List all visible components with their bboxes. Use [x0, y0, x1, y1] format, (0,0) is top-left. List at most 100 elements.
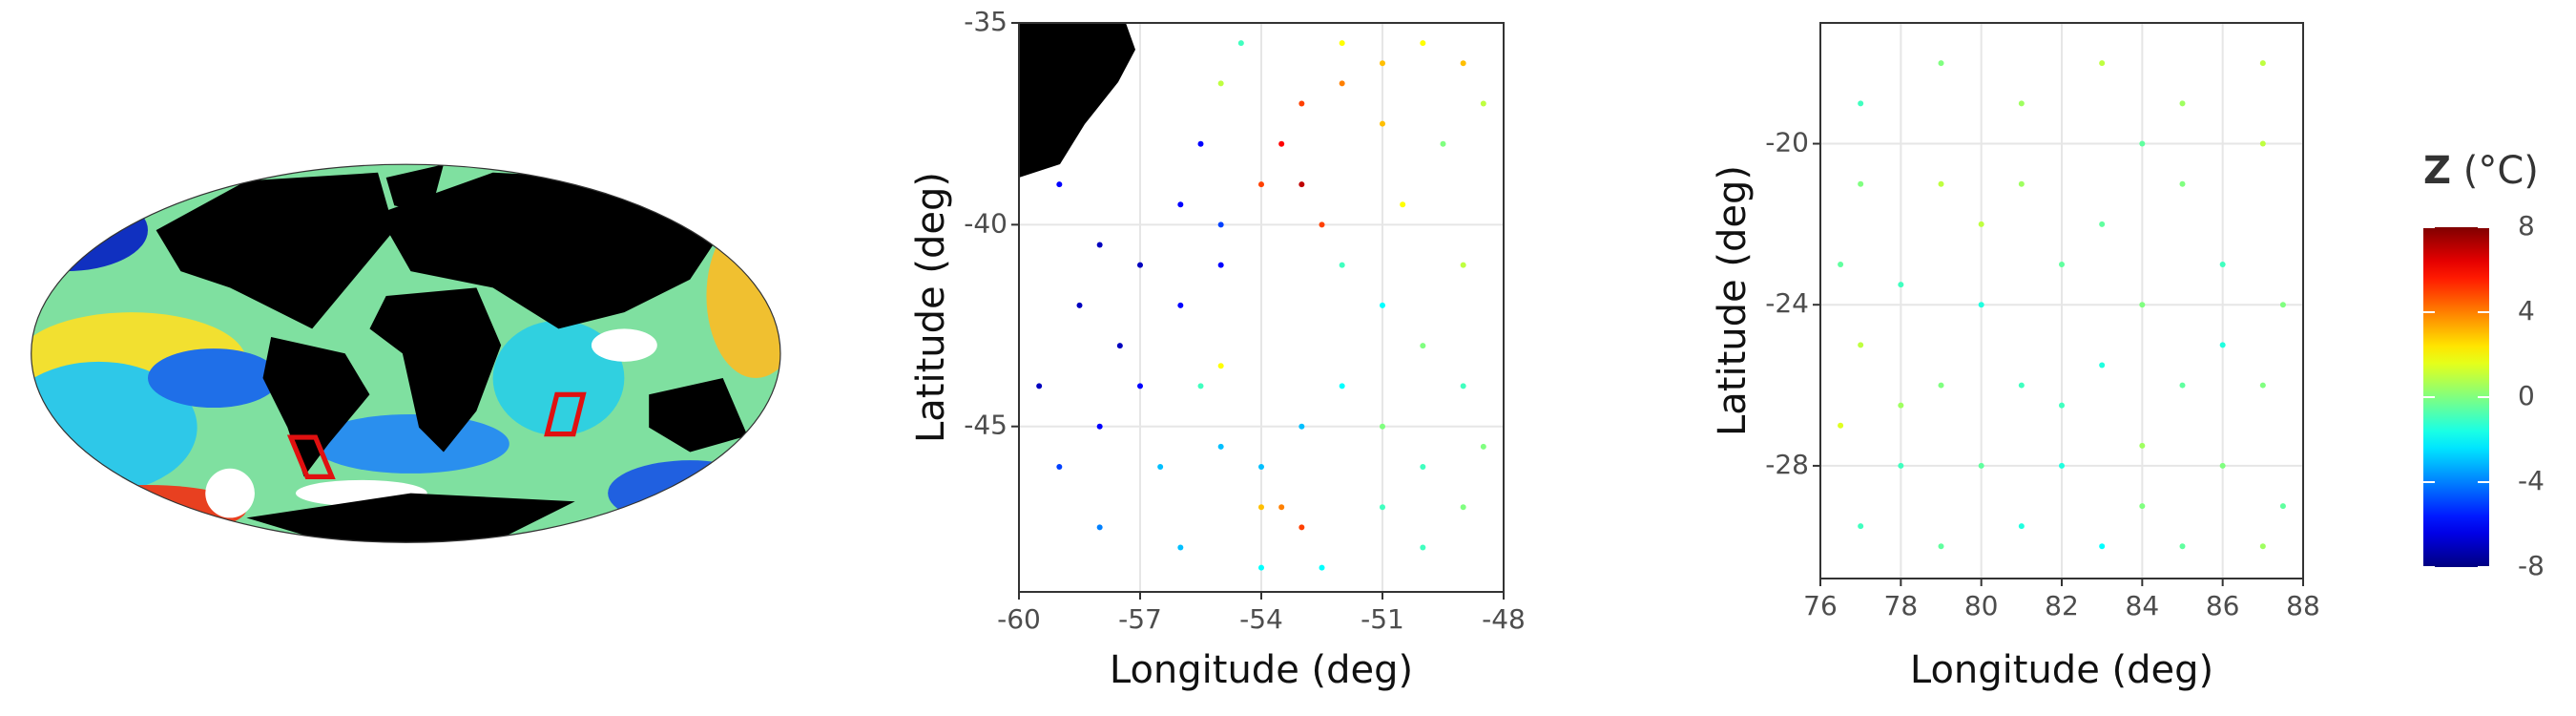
point — [1420, 463, 1426, 470]
point — [1380, 504, 1385, 511]
point — [2018, 180, 2025, 187]
point — [1237, 40, 1244, 47]
x-tick-label: -51 — [1361, 603, 1404, 635]
x-tick-label: -57 — [1118, 603, 1162, 635]
point — [1056, 463, 1063, 470]
point — [1217, 262, 1224, 268]
point — [1420, 544, 1426, 551]
point — [1480, 100, 1486, 107]
colorbar-label: -4 — [2518, 465, 2545, 496]
point — [1339, 40, 1345, 47]
point — [1380, 302, 1385, 308]
y-tick-label: -35 — [964, 6, 1008, 37]
point — [2099, 60, 2106, 67]
point — [1420, 343, 1426, 349]
point — [2279, 503, 2286, 510]
point — [1217, 363, 1224, 369]
colorbar-label: -8 — [2518, 550, 2545, 581]
point — [1898, 462, 1904, 469]
point — [1978, 302, 1984, 308]
point — [2059, 262, 2065, 268]
point — [2059, 402, 2065, 409]
point — [1116, 343, 1123, 349]
point — [2059, 462, 2065, 469]
point — [1858, 523, 1864, 530]
title-unit: (°C) — [2463, 149, 2539, 193]
point — [1319, 221, 1325, 228]
x-tick-label: -60 — [997, 603, 1041, 635]
title-symbol: Z — [2423, 149, 2451, 193]
point — [1339, 383, 1345, 390]
point — [1938, 60, 1944, 67]
point — [2139, 503, 2146, 510]
point — [1298, 423, 1305, 430]
colorbar-label: 4 — [2518, 295, 2535, 326]
point — [1298, 100, 1305, 107]
y-tick-label: -28 — [1765, 449, 1809, 480]
x-tick-label: 82 — [2045, 590, 2079, 621]
point — [1096, 524, 1103, 531]
point — [1380, 423, 1385, 430]
point — [1380, 60, 1385, 67]
plot: -60 -57 -54 -51 -48 -45 -40 -35 Longitude (deg) L… — [909, 6, 1526, 692]
point — [1858, 180, 1864, 187]
point — [1460, 383, 1466, 390]
x-tick-label: 80 — [1964, 590, 1999, 621]
point — [1420, 40, 1426, 47]
x-axis-title: Longitude (deg) — [1910, 648, 2213, 692]
x-tick-label: 86 — [2206, 590, 2240, 621]
point — [1460, 262, 1466, 268]
x-tick-label: 88 — [2286, 590, 2320, 621]
point — [1978, 221, 1984, 227]
point — [2219, 462, 2226, 469]
point — [1938, 180, 1944, 187]
point — [1460, 60, 1466, 67]
world-map — [31, 163, 781, 543]
point — [1938, 382, 1944, 389]
point — [2139, 302, 2146, 308]
point — [1096, 242, 1103, 248]
y-tick-label: -24 — [1765, 287, 1809, 319]
x-tick-label: 78 — [1884, 590, 1919, 621]
point — [1278, 140, 1285, 147]
y-axis-title: Latitude (deg) — [909, 172, 953, 443]
point — [2219, 342, 2226, 348]
point — [1036, 383, 1043, 390]
point — [1898, 402, 1904, 409]
point — [1258, 564, 1264, 571]
point — [1858, 100, 1864, 107]
point — [2259, 543, 2266, 550]
point — [2018, 382, 2025, 389]
point — [1978, 462, 1984, 469]
point — [1400, 201, 1406, 208]
point — [1096, 423, 1103, 430]
point — [2139, 442, 2146, 449]
point — [1339, 262, 1345, 268]
y-tick-label: -45 — [964, 410, 1008, 441]
point — [1480, 443, 1486, 450]
point — [1217, 443, 1224, 450]
point — [2179, 543, 2186, 550]
point — [1197, 140, 1204, 147]
point — [1898, 282, 1904, 288]
point — [1076, 302, 1083, 308]
point — [1137, 383, 1143, 390]
point — [1298, 524, 1305, 531]
point — [1177, 201, 1184, 208]
colorbar-title: Z (°C) — [2423, 149, 2539, 193]
point — [1157, 463, 1164, 470]
point — [1380, 120, 1385, 127]
point — [2099, 221, 2106, 227]
point — [1440, 140, 1446, 147]
y-tick-label: -40 — [964, 207, 1008, 239]
frame — [1819, 22, 2304, 579]
point — [1339, 80, 1345, 87]
point — [2179, 382, 2186, 389]
point — [1217, 80, 1224, 87]
point — [2099, 362, 2106, 369]
x-axis-title: Longitude (deg) — [1110, 648, 1413, 692]
point — [1258, 463, 1264, 470]
point — [1056, 181, 1063, 188]
